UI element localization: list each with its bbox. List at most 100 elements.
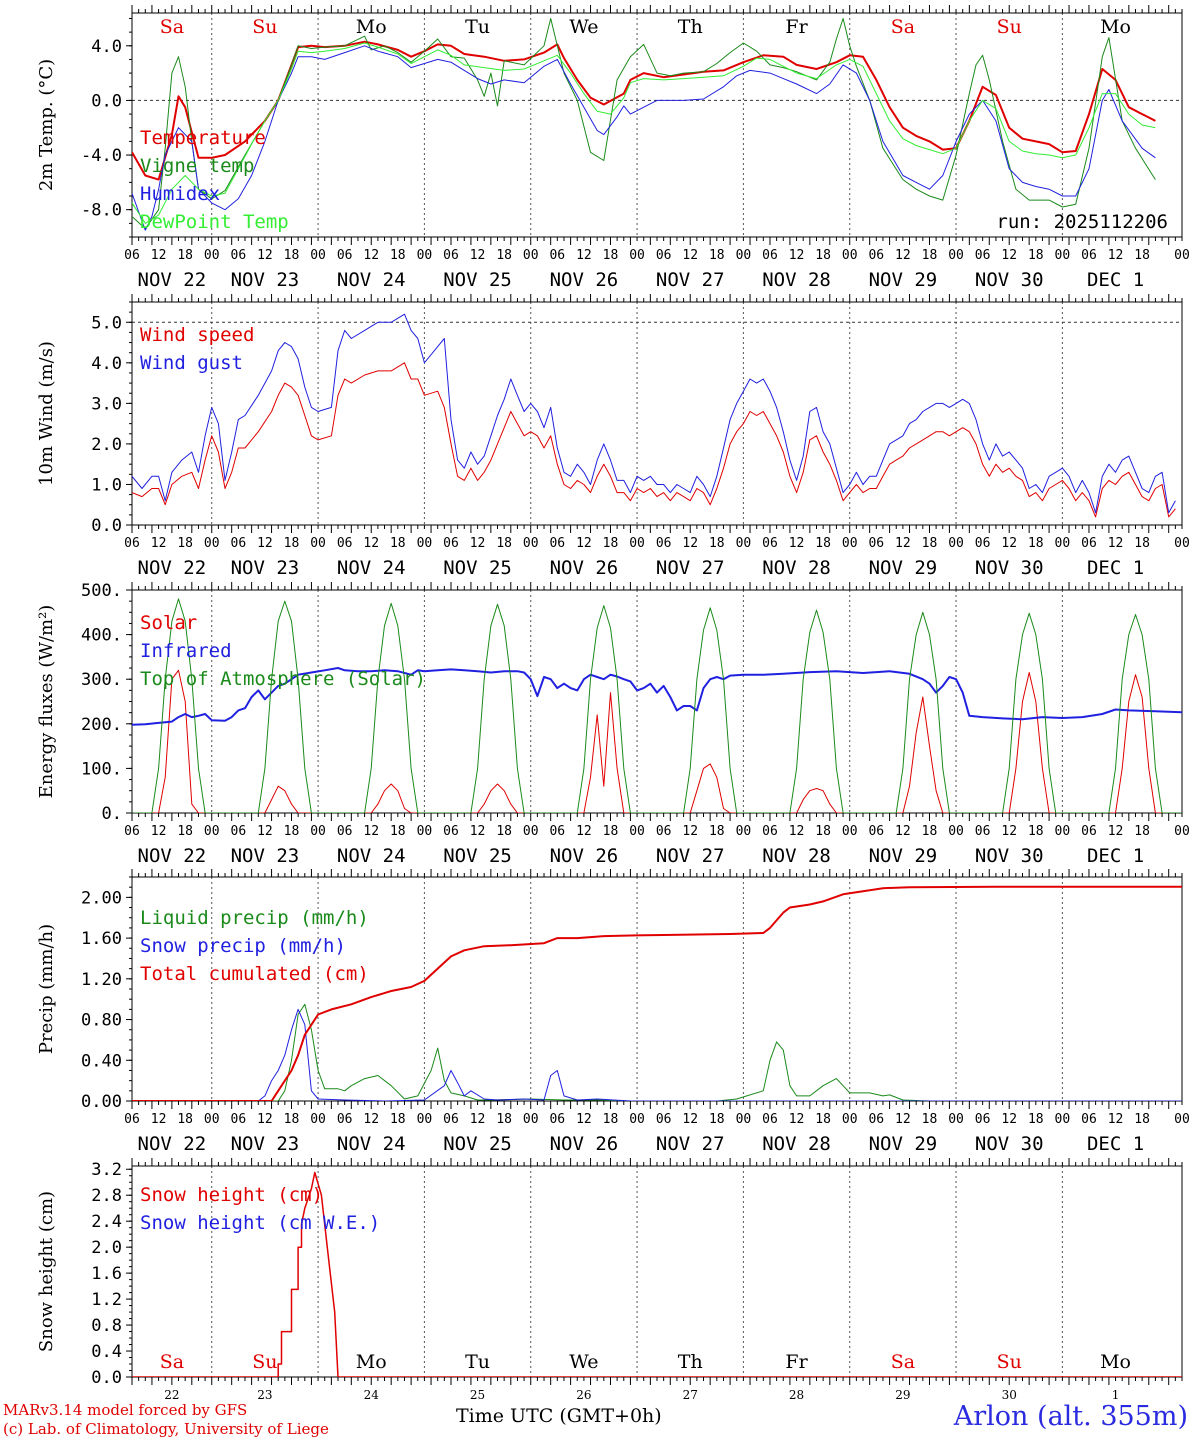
hour-label: 18 (922, 248, 938, 263)
legend-entry: DewPoint Temp (140, 211, 289, 233)
date-label: NOV 22 (138, 269, 207, 291)
day-number-label: 24 (364, 1388, 380, 1402)
hour-label: 00 (523, 248, 539, 263)
hour-label: 12 (363, 248, 379, 263)
hour-label: 12 (470, 248, 486, 263)
hour-label: 00 (523, 824, 539, 839)
hour-label: 06 (1081, 248, 1097, 263)
hour-label: 00 (204, 1112, 220, 1127)
hour-label: 00 (842, 536, 858, 551)
day-name-label: Tu (465, 16, 490, 38)
hour-label: 00 (417, 824, 433, 839)
hour-label: 18 (922, 1112, 938, 1127)
hour-label: 06 (124, 1112, 140, 1127)
hour-label: 00 (629, 248, 645, 263)
day-name-label: Fr (785, 16, 808, 38)
date-label: NOV 25 (443, 1133, 512, 1155)
hour-label: 18 (390, 1112, 406, 1127)
hour-label: 12 (789, 824, 805, 839)
hour-label: 18 (1028, 536, 1044, 551)
legend-entry: Vigne temp (140, 155, 254, 177)
hour-label: 12 (1108, 536, 1124, 551)
hour-label: 12 (363, 1112, 379, 1127)
day-name-label: We (569, 16, 598, 38)
day-number-label: 30 (1002, 1388, 1017, 1402)
date-label: NOV 22 (138, 845, 207, 867)
legend-entry: Top of Atmosphere (Solar) (140, 668, 426, 690)
hour-label: 18 (709, 1112, 725, 1127)
hour-label: 18 (603, 248, 619, 263)
hour-label: 06 (762, 1112, 778, 1127)
hour-label: 06 (443, 1112, 459, 1127)
hour-label: 18 (815, 1112, 831, 1127)
hour-label: 06 (124, 536, 140, 551)
run-label: run: 2025112206 (996, 211, 1168, 233)
panel-2: 0.0 1.0 2.0 3.0 4.0 5.0 10m Wind (m/s) 06 12 18 00… (36, 294, 1190, 579)
hour-label: 06 (975, 248, 991, 263)
series-line-wind-gust (132, 313, 1176, 514)
day-name-label: Mo (356, 16, 387, 38)
y-tick-label: 1.0 (91, 475, 122, 495)
date-label: NOV 23 (231, 269, 300, 291)
hour-label: 00 (417, 536, 433, 551)
date-label: DEC 1 (1087, 845, 1144, 867)
hour-label: 06 (868, 536, 884, 551)
legend-entry: Snow height (cm W.E.) (140, 1212, 380, 1234)
hour-label: 12 (895, 824, 911, 839)
hour-label: 00 (629, 536, 645, 551)
y-tick-label: 3.2 (91, 1160, 122, 1180)
date-label: NOV 23 (231, 557, 300, 579)
y-tick-label: 0. (102, 804, 122, 824)
date-label: NOV 22 (138, 557, 207, 579)
y-tick-label: 1.20 (81, 970, 122, 990)
panel-4: 0.00 0.40 0.80 1.20 1.60 2.00 Precip (mm/h) 06 1… (36, 869, 1190, 1155)
day-name-label: Su (997, 16, 1022, 38)
hour-label: 00 (204, 824, 220, 839)
hour-label: 12 (576, 1112, 592, 1127)
date-label: NOV 29 (869, 1133, 938, 1155)
day-name-label: Mo (1100, 1351, 1131, 1373)
hour-label: 12 (470, 536, 486, 551)
day-number-label: 22 (164, 1388, 179, 1402)
day-number-label: 26 (576, 1388, 591, 1402)
legend-entry: Wind gust (140, 352, 243, 374)
y-axis-label: Energy fluxes (W/m²) (36, 605, 57, 799)
date-label: NOV 30 (975, 1133, 1044, 1155)
hour-label: 18 (1134, 248, 1150, 263)
series-line-dewpoint-temp (132, 42, 1156, 224)
date-label: NOV 28 (762, 269, 831, 291)
hour-label: 18 (496, 824, 512, 839)
date-label: NOV 25 (443, 557, 512, 579)
date-label: DEC 1 (1087, 557, 1144, 579)
plot-frame (131, 589, 1183, 814)
hour-label: 00 (736, 248, 752, 263)
date-label: NOV 24 (337, 1133, 406, 1155)
date-label: NOV 30 (975, 269, 1044, 291)
hour-label: 18 (284, 248, 300, 263)
y-axis-label: 10m Wind (m/s) (36, 341, 57, 486)
hour-label: 06 (762, 824, 778, 839)
hour-label: 18 (177, 824, 193, 839)
date-label: NOV 25 (443, 269, 512, 291)
hour-label: 00 (1174, 248, 1190, 263)
hour-label: 06 (868, 248, 884, 263)
hour-label: 18 (496, 1112, 512, 1127)
day-name-label: Mo (1100, 16, 1131, 38)
hour-label: 00 (310, 1112, 326, 1127)
hour-label: 00 (948, 824, 964, 839)
date-label: NOV 29 (869, 269, 938, 291)
hour-label: 00 (310, 536, 326, 551)
date-label: NOV 26 (550, 845, 619, 867)
hour-label: 06 (762, 536, 778, 551)
hour-label: 12 (257, 1112, 273, 1127)
series-line-wind-speed (132, 362, 1176, 518)
date-label: NOV 26 (550, 269, 619, 291)
hour-label: 12 (576, 248, 592, 263)
hour-label: 06 (1081, 824, 1097, 839)
y-tick-label: 0.40 (81, 1051, 122, 1071)
hour-label: 00 (1174, 824, 1190, 839)
legend-entry: Liquid precip (mm/h) (140, 907, 369, 929)
hour-label: 06 (337, 1112, 353, 1127)
hour-label: 18 (390, 536, 406, 551)
hour-label: 18 (284, 536, 300, 551)
